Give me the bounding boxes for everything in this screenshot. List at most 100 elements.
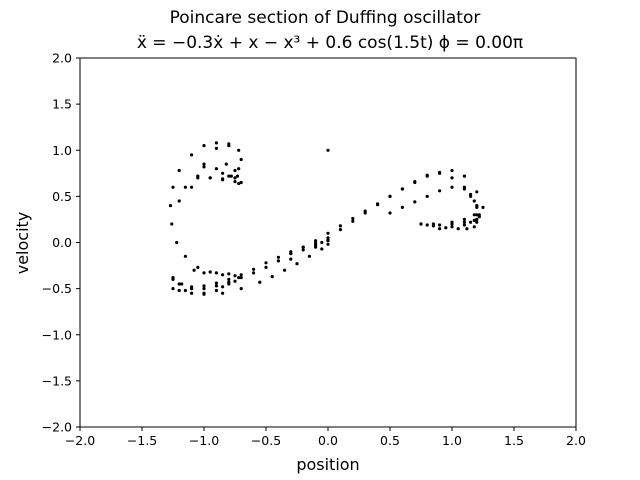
scatter-point: [190, 153, 194, 157]
x-tick-label: −1.5: [127, 433, 157, 448]
scatter-point: [444, 226, 448, 230]
scatter-point: [235, 174, 240, 178]
scatter-point: [183, 185, 187, 189]
scatter-point: [196, 176, 200, 180]
y-tick-label: 0.5: [52, 189, 72, 204]
scatter-point: [475, 205, 479, 209]
scatter-point: [400, 205, 404, 209]
scatter-point: [237, 167, 241, 171]
scatter-point: [177, 199, 181, 203]
scatter-point: [283, 268, 287, 272]
scatter-point: [469, 220, 473, 224]
scatter-point: [221, 291, 225, 295]
scatter-point: [170, 222, 174, 226]
scatter-point: [239, 276, 243, 280]
scatter-point: [237, 276, 241, 280]
scatter-point: [469, 192, 473, 197]
scatter-point: [171, 277, 175, 281]
scatter-point: [425, 223, 429, 227]
x-tick-label: 2.0: [566, 433, 586, 448]
scatter-point: [438, 227, 442, 231]
x-tick-label: 0.5: [380, 433, 400, 448]
scatter-point: [438, 223, 442, 227]
scatter-point: [239, 287, 243, 291]
scatter-point: [475, 190, 479, 194]
scatter-point: [320, 247, 324, 251]
scatter-point: [326, 239, 330, 243]
scatter-point: [351, 219, 355, 223]
scatter-point: [450, 225, 454, 229]
scatter-point: [233, 180, 237, 184]
scatter-points: [168, 141, 485, 296]
scatter-point: [239, 157, 243, 162]
scatter-point: [264, 261, 268, 265]
scatter-point: [180, 282, 184, 286]
scatter-point: [326, 242, 330, 246]
scatter-point: [192, 268, 196, 272]
scatter-point: [214, 288, 218, 293]
scatter-point: [472, 218, 476, 222]
scatter-point: [450, 220, 454, 224]
scatter-point: [221, 285, 225, 289]
scatter-point: [475, 217, 479, 221]
scatter-point: [214, 141, 218, 145]
scatter-point: [214, 271, 218, 275]
scatter-point: [307, 254, 311, 258]
y-axis-label: velocity: [13, 212, 32, 275]
scatter-point: [413, 200, 417, 204]
scatter-point: [227, 144, 231, 148]
scatter-point: [214, 146, 218, 150]
scatter-point: [233, 274, 237, 278]
scatter-point: [208, 270, 212, 274]
scatter-point: [419, 222, 423, 226]
scatter-point: [462, 174, 466, 178]
scatter-point: [314, 245, 318, 249]
scatter-point: [289, 257, 293, 261]
scatter-point: [258, 280, 262, 284]
x-tick-label: 1.0: [442, 433, 462, 448]
scatter-point: [388, 211, 392, 215]
x-axis-ticks: −2.0 −1.5 −1.0 −0.5 0.0 0.5 1.0 1.5 2.0: [65, 427, 586, 448]
scatter-point: [183, 254, 187, 258]
scatter-point: [450, 168, 454, 173]
scatter-point: [270, 275, 274, 279]
scatter-point: [224, 162, 228, 166]
x-tick-label: 0.0: [318, 433, 338, 448]
chart-title: Poincare section of Duffing oscillator: [170, 8, 481, 28]
x-tick-label: −2.0: [65, 433, 95, 448]
scatter-point: [171, 185, 175, 189]
scatter-point: [301, 248, 305, 252]
scatter-point: [190, 185, 194, 189]
scatter-point: [177, 282, 181, 286]
scatter-point: [438, 189, 442, 193]
scatter-point: [196, 265, 200, 269]
y-tick-label: −1.0: [42, 327, 72, 342]
scatter-point: [462, 220, 466, 224]
scatter-point: [175, 240, 179, 245]
scatter-point: [183, 288, 187, 293]
scatter-point: [326, 236, 330, 240]
x-axis-label: position: [296, 455, 359, 474]
scatter-point: [202, 291, 206, 295]
y-tick-label: −0.5: [42, 281, 72, 296]
scatter-point: [252, 267, 256, 271]
scatter-point: [425, 173, 429, 177]
scatter-point: [472, 225, 476, 229]
scatter-point: [214, 281, 218, 285]
scatter-point: [221, 171, 225, 175]
scatter-point: [301, 245, 305, 249]
scatter-point: [229, 174, 233, 178]
scatter-point: [363, 211, 367, 215]
scatter-point: [177, 288, 181, 293]
scatter-point: [425, 194, 429, 198]
scatter-point: [227, 272, 231, 276]
scatter-point: [190, 291, 194, 295]
scatter-point: [456, 227, 460, 231]
scatter-point: [438, 171, 442, 175]
scatter-point: [171, 287, 175, 291]
y-tick-label: 1.5: [52, 97, 72, 112]
x-tick-label: −1.0: [189, 433, 219, 448]
scatter-point: [252, 271, 256, 275]
scatter-point: [190, 285, 194, 289]
scatter-point: [264, 265, 268, 269]
